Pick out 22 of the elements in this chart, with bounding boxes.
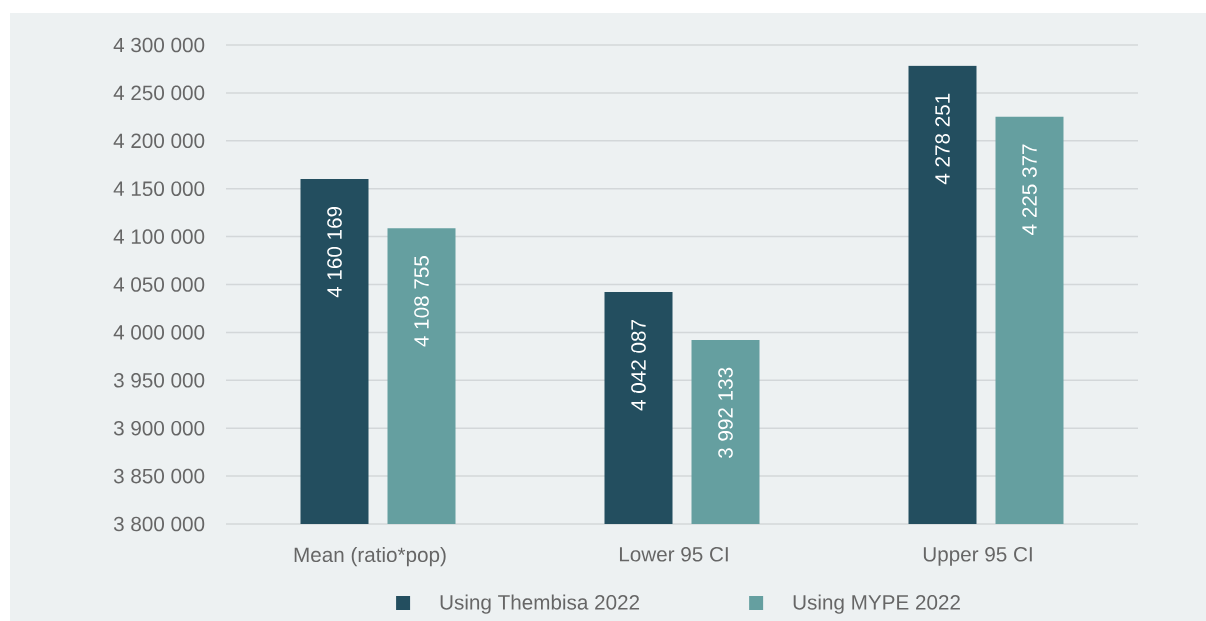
- legend-label: Using MYPE 2022: [793, 594, 960, 614]
- y-tick-label: 4 050 000: [113, 277, 205, 292]
- x-tick-label: Mean (ratio*pop): [294, 546, 446, 567]
- legend-label: Using Thembisa 2022: [440, 594, 640, 614]
- data-label: 3 992 133: [718, 367, 733, 459]
- y-tick-label: 3 900 000: [113, 420, 205, 436]
- y-tick-label: 3 950 000: [113, 372, 205, 388]
- y-tick-label: 4 300 000: [113, 37, 205, 53]
- x-tick-label: Upper 95 CI: [923, 546, 1032, 566]
- y-tick-label: 4 000 000: [113, 325, 205, 340]
- y-tick-label: 4 250 000: [113, 85, 205, 101]
- data-label: 4 042 087: [631, 320, 646, 411]
- y-tick-label: 3 850 000: [113, 468, 205, 484]
- data-label: 4 160 169: [327, 206, 342, 298]
- data-label: 4 108 755: [414, 256, 429, 347]
- y-tick-label: 4 200 000: [113, 133, 205, 149]
- y-tick-label: 4 100 000: [113, 229, 205, 244]
- data-label: 4 225 377: [1022, 144, 1037, 235]
- y-tick-label: 4 150 000: [113, 181, 205, 197]
- y-tick-label: 3 800 000: [113, 516, 205, 532]
- data-label: 4 278 251: [935, 93, 950, 185]
- x-tick-label: Lower 95 CI: [619, 546, 728, 562]
